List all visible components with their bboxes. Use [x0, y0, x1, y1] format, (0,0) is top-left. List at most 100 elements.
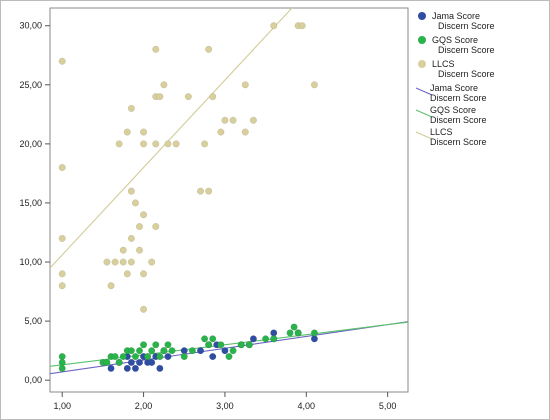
data-point — [221, 347, 229, 355]
data-point — [249, 335, 257, 343]
legend-label: GQS Score — [430, 105, 476, 115]
data-point — [58, 353, 66, 361]
x-tick-label: 5,00 — [379, 401, 397, 411]
data-point — [127, 347, 135, 355]
data-point — [196, 187, 205, 195]
data-point — [148, 258, 156, 266]
data-point — [152, 140, 160, 148]
y-tick-label: 10,00 — [19, 257, 42, 267]
data-point — [135, 246, 144, 254]
y-tick-label: 25,00 — [19, 80, 42, 90]
legend-marker — [418, 60, 426, 68]
data-point — [127, 358, 135, 367]
data-point — [144, 353, 152, 361]
data-point — [58, 57, 66, 65]
legend-label: Discern Score — [430, 93, 487, 103]
data-point — [270, 329, 278, 337]
data-point — [58, 163, 66, 172]
data-point — [245, 341, 253, 349]
y-tick-label: 5,00 — [24, 316, 42, 326]
data-point — [127, 234, 135, 242]
x-tick-label: 3,00 — [216, 401, 234, 411]
data-point — [148, 358, 156, 367]
data-point — [270, 22, 278, 30]
data-point — [209, 353, 217, 361]
data-point — [310, 81, 318, 89]
fit-line — [50, 8, 293, 269]
data-point — [180, 353, 188, 361]
data-point — [107, 364, 115, 372]
data-point — [58, 282, 66, 290]
plot-border — [49, 7, 409, 393]
data-point — [152, 223, 160, 231]
data-point — [205, 341, 213, 349]
data-point — [140, 270, 148, 278]
y-tick-label: 20,00 — [19, 139, 42, 149]
data-point — [298, 22, 306, 30]
data-point — [249, 116, 257, 124]
data-point — [123, 128, 131, 136]
data-point — [262, 335, 270, 343]
data-point — [156, 93, 164, 101]
data-point — [140, 140, 148, 148]
legend-line — [415, 131, 433, 140]
data-point — [111, 353, 119, 361]
legend-label: Discern Score — [438, 69, 495, 79]
data-point — [205, 187, 213, 195]
legend-label: Discern Score — [438, 45, 495, 55]
data-point — [115, 140, 123, 148]
data-point — [270, 335, 278, 343]
data-point — [127, 104, 135, 112]
data-point — [107, 282, 115, 290]
legend-marker — [418, 12, 426, 20]
data-point — [209, 93, 217, 101]
data-point — [111, 258, 119, 266]
legend-label: Jama Score — [430, 83, 478, 93]
data-point — [103, 258, 111, 266]
data-point — [160, 347, 168, 355]
data-point — [184, 93, 192, 101]
data-point — [294, 329, 302, 337]
data-point — [156, 364, 164, 372]
data-point — [209, 335, 217, 343]
x-tick-label: 2,00 — [135, 401, 153, 411]
legend-label: GQS Score — [432, 35, 478, 45]
legend-marker — [418, 36, 426, 44]
data-point — [310, 329, 318, 337]
legend-label: LLCS — [430, 127, 453, 137]
data-point — [164, 341, 172, 349]
data-point — [119, 353, 127, 361]
data-point — [58, 358, 66, 367]
y-axis: 0,00 5,00 10,00 15,00 20,00 25,00 30,00 — [19, 21, 50, 385]
data-point — [156, 353, 164, 361]
data-point — [140, 341, 148, 349]
plot-area — [49, 7, 409, 393]
data-point — [58, 234, 66, 242]
legend-label: Discern Score — [430, 115, 487, 125]
data-point — [140, 128, 148, 136]
data-point — [205, 45, 213, 53]
data-point — [172, 140, 180, 148]
data-point — [135, 358, 144, 367]
x-axis: 1,00 2,00 3,00 4,00 5,00 — [53, 392, 396, 411]
data-point — [241, 128, 249, 136]
data-point — [119, 246, 127, 254]
y-tick-label: 30,00 — [19, 21, 42, 31]
legend-label: LLCS — [432, 59, 455, 69]
data-point — [119, 258, 127, 266]
y-tick-label: 15,00 — [19, 198, 42, 208]
x-tick-label: 4,00 — [298, 401, 316, 411]
data-point — [123, 364, 131, 372]
data-point — [148, 347, 156, 355]
data-point — [164, 353, 172, 361]
data-point — [140, 211, 148, 219]
x-tick-label: 1,00 — [53, 401, 71, 411]
data-point — [286, 329, 294, 337]
data-point — [196, 347, 205, 355]
data-point — [201, 140, 209, 148]
data-point — [131, 199, 139, 207]
fit-line — [50, 321, 408, 375]
data-points — [58, 22, 318, 372]
